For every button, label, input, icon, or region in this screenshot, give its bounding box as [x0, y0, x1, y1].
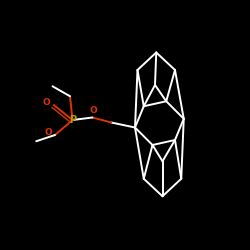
- Text: O: O: [90, 106, 97, 115]
- Text: O: O: [43, 98, 51, 107]
- Text: P: P: [69, 115, 76, 125]
- Text: O: O: [45, 128, 52, 137]
